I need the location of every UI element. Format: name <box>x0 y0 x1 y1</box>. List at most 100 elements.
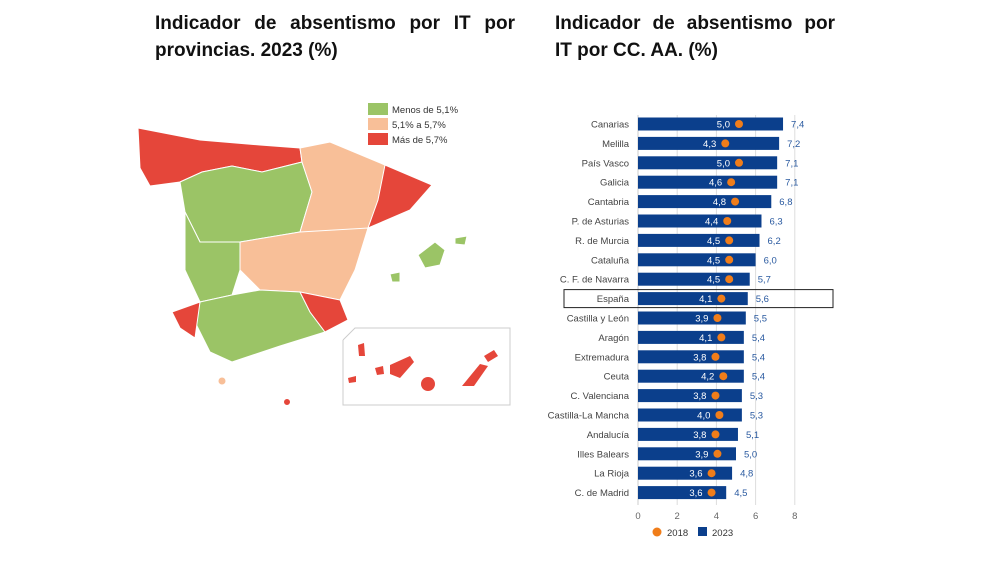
value-label-2018: 4,3 <box>703 139 716 150</box>
value-label-2023: 5,1 <box>746 430 759 441</box>
map-ceuta <box>217 376 227 386</box>
dot-2018 <box>711 391 720 400</box>
bar-2023 <box>638 486 727 500</box>
map-region-huelva <box>171 301 201 339</box>
bar-2023 <box>638 447 736 461</box>
value-label-2018: 3,6 <box>689 488 702 499</box>
map-melilla <box>283 398 291 406</box>
value-label-2018: 3,8 <box>693 352 706 363</box>
chart-title: Indicador de absentismo por IT por CC. A… <box>555 13 835 61</box>
dot-2018 <box>715 411 724 419</box>
canarias-inset <box>342 327 511 406</box>
value-label-2023: 5,7 <box>758 275 771 286</box>
category-label: Melilla <box>602 139 630 150</box>
value-label-2023: 5,0 <box>744 449 757 460</box>
x-tick-label: 2 <box>675 511 680 522</box>
map-legend: Menos de 5,1% 5,1% a 5,7% Más de 5,7% <box>368 103 459 146</box>
legend-swatch-2023 <box>698 527 707 536</box>
value-label-2023: 7,1 <box>785 158 798 169</box>
value-label-2023: 7,4 <box>791 120 804 131</box>
value-label-2023: 5,6 <box>756 294 769 305</box>
bar-2023 <box>638 136 780 150</box>
value-label-2018: 4,0 <box>697 411 710 422</box>
bar-2023 <box>638 330 744 344</box>
category-label: C. Valenciana <box>571 391 630 402</box>
dot-2018 <box>713 449 722 458</box>
legend-label: Más de 5,7% <box>392 135 448 146</box>
category-label: Galicia <box>600 178 630 189</box>
map-balearics <box>417 241 446 269</box>
bar-2023 <box>638 292 748 306</box>
dot-2018 <box>723 217 732 225</box>
category-label: C. de Madrid <box>575 488 629 499</box>
map-region-catalonia <box>367 164 433 229</box>
value-label-2018: 4,5 <box>707 255 720 266</box>
value-label-2018: 3,8 <box>693 430 706 441</box>
bar-2023 <box>638 233 760 247</box>
map-title: Indicador de absentismo por IT por provi… <box>155 13 515 61</box>
value-label-2018: 4,2 <box>701 372 714 383</box>
value-label-2023: 5,3 <box>750 411 763 422</box>
legend-swatch <box>368 133 388 145</box>
x-tick-label: 4 <box>714 511 719 522</box>
bar-2023 <box>638 253 756 267</box>
category-label: Extremadura <box>575 352 630 363</box>
value-label-2018: 4,1 <box>699 294 712 305</box>
dot-2018 <box>725 255 734 264</box>
value-label-2018: 5,0 <box>717 120 730 131</box>
category-label: C. F. de Navarra <box>560 275 630 286</box>
spain-map <box>137 127 468 406</box>
value-label-2023: 6,0 <box>764 255 777 266</box>
value-label-2018: 4,8 <box>713 197 726 208</box>
bar-2023 <box>638 427 738 441</box>
legend-label-2018: 2018 <box>667 528 688 539</box>
highlight-box <box>563 289 834 309</box>
category-label: P. de Asturias <box>572 217 630 228</box>
value-label-2023: 5,4 <box>752 333 765 344</box>
value-label-2023: 5,3 <box>750 391 763 402</box>
value-label-2018: 4,5 <box>707 236 720 247</box>
map-region-center <box>239 227 369 301</box>
category-label: Castilla-La Mancha <box>548 411 630 422</box>
map-region-west <box>184 211 241 303</box>
dot-2018 <box>725 236 734 245</box>
category-label: Cataluña <box>591 255 630 266</box>
dot-2018 <box>731 197 740 206</box>
bar-2023 <box>638 117 784 131</box>
x-tick-label: 6 <box>753 511 758 522</box>
value-label-2023: 4,5 <box>734 488 747 499</box>
value-label-2018: 4,4 <box>705 217 718 228</box>
value-label-2023: 7,1 <box>785 178 798 189</box>
bar-2023 <box>638 408 742 422</box>
map-region-castilla <box>179 161 313 243</box>
dot-2018 <box>711 430 720 439</box>
legend-swatch <box>368 103 388 115</box>
value-label-2018: 3,6 <box>689 469 702 480</box>
value-label-2018: 3,9 <box>695 449 708 460</box>
dot-2018 <box>735 158 743 167</box>
value-label-2023: 6,2 <box>768 236 781 247</box>
value-label-2023: 6,8 <box>779 197 792 208</box>
bar-2023 <box>638 214 762 228</box>
value-label-2018: 5,0 <box>717 158 730 169</box>
bar-chart: 0 2 4 6 8 Canarias 7,4 5,0 Melilla 7,2 4,3 País Vas… <box>548 115 834 539</box>
bar-2023 <box>638 272 750 286</box>
bar-2023 <box>638 195 772 209</box>
value-label-2023: 5,4 <box>752 372 765 383</box>
category-label: Illes Balears <box>577 449 629 460</box>
legend-label-2023: 2023 <box>712 528 733 539</box>
legend-swatch <box>368 118 388 130</box>
bar-2023 <box>638 466 733 480</box>
dot-2018 <box>711 352 720 361</box>
x-tick-label: 8 <box>792 511 797 522</box>
dot-2018 <box>721 139 730 148</box>
bar-2023 <box>638 156 778 170</box>
dot-2018 <box>717 294 726 303</box>
map-region-murcia <box>299 291 349 333</box>
bar-2023 <box>638 369 744 383</box>
dot-2018 <box>707 488 716 497</box>
bar-2023 <box>638 350 744 364</box>
category-label: Castilla y León <box>567 314 629 325</box>
dot-2018 <box>727 178 736 187</box>
